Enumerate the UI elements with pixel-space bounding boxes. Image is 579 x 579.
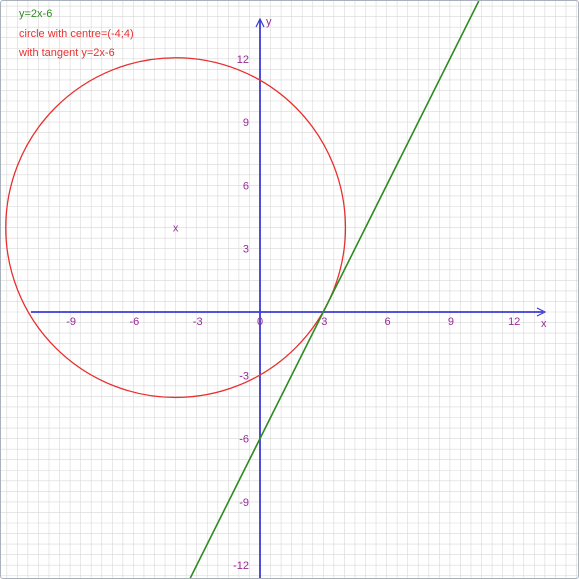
x-tick-label: 3 bbox=[321, 316, 327, 328]
legend-line-equation: y=2x-6 bbox=[19, 8, 53, 20]
x-tick-label: 0 bbox=[257, 316, 263, 328]
x-tick-label: 6 bbox=[385, 316, 391, 328]
legend-circle-description: circle with centre=(-4;4) bbox=[19, 28, 134, 40]
circle-centre-marker: x bbox=[173, 223, 179, 235]
y-axis-arrow-icon bbox=[255, 17, 265, 28]
circle-curve bbox=[5, 57, 347, 399]
y-tick-label: 3 bbox=[243, 244, 249, 256]
y-tick-label: -6 bbox=[239, 434, 249, 446]
x-tick-label: -9 bbox=[66, 316, 76, 328]
y-tick-label: -12 bbox=[233, 560, 249, 572]
x-tick-label: -3 bbox=[193, 316, 203, 328]
y-tick-label: 9 bbox=[243, 117, 249, 129]
x-tick-label: 12 bbox=[508, 316, 520, 328]
axes: x y bbox=[31, 16, 547, 578]
x-axis-arrow-icon bbox=[536, 307, 547, 317]
y-tick-label: 12 bbox=[237, 54, 249, 66]
tangent-line bbox=[189, 1, 480, 578]
x-tick-labels: -9 -6 -3 0 3 6 9 12 bbox=[66, 316, 520, 328]
x-tick-label: -6 bbox=[130, 316, 140, 328]
y-tick-label: -3 bbox=[239, 370, 249, 382]
legend-tangent-description: with tangent y=2x-6 bbox=[19, 47, 115, 59]
y-tick-labels: 12 9 6 3 -3 -6 -9 -12 bbox=[233, 54, 249, 572]
y-tick-label: 6 bbox=[243, 180, 249, 192]
y-tick-label: -9 bbox=[239, 497, 249, 509]
y-axis-label: y bbox=[266, 16, 272, 28]
x-tick-label: 9 bbox=[448, 316, 454, 328]
x-axis-label: x bbox=[541, 318, 547, 330]
